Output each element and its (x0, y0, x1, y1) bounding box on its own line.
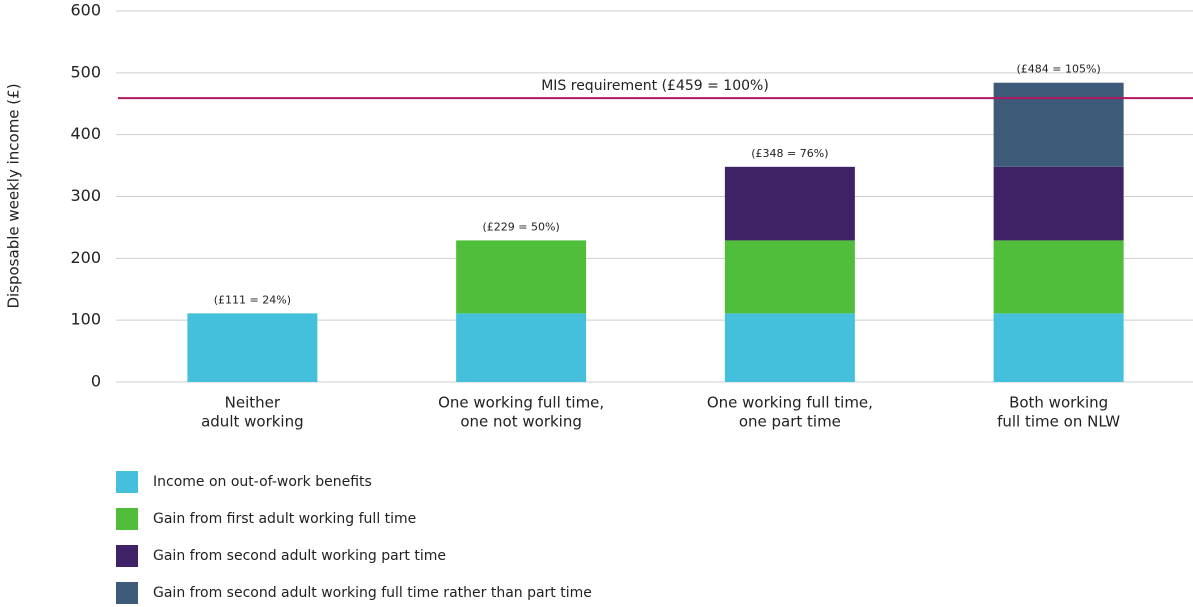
total-label: (£348 = 76%) (751, 147, 828, 160)
bar-segment (993, 166, 1124, 241)
y-tick-label: 300 (70, 186, 101, 205)
bar-segment (993, 313, 1124, 382)
y-axis-label: Disposable weekly income (£) (5, 83, 23, 308)
x-tick-label: full time on NLW (997, 413, 1120, 431)
x-tick-label: one part time (739, 413, 841, 431)
bar-segment (724, 313, 855, 382)
legend-label: Gain from second adult working full time… (153, 585, 592, 601)
y-tick-label: 200 (70, 248, 101, 267)
bar-segment (456, 313, 587, 382)
legend-label: Gain from first adult working full time (153, 511, 416, 527)
bar-segment (724, 240, 855, 314)
total-label: (£111 = 24%) (214, 293, 291, 306)
bar-segment (187, 313, 318, 382)
legend-swatch (116, 508, 138, 530)
total-label: (£484 = 105%) (1017, 63, 1101, 76)
y-tick-label: 100 (70, 310, 101, 329)
y-tick-label: 600 (70, 1, 101, 20)
bar-segment (456, 240, 587, 314)
y-tick-label: 400 (70, 124, 101, 143)
total-label: (£229 = 50%) (483, 220, 560, 233)
legend-label: Gain from second adult working part time (153, 548, 446, 564)
x-tick-label: One working full time, (438, 394, 604, 412)
bar-segment (724, 166, 855, 241)
legend-swatch (116, 582, 138, 604)
y-tick-label: 0 (91, 372, 101, 391)
bar-segment (993, 82, 1124, 167)
legend-swatch (116, 545, 138, 567)
x-tick-label: Neither (225, 394, 281, 412)
x-tick-label: Both working (1009, 394, 1108, 412)
legend-label: Income on out-of-work benefits (153, 474, 372, 490)
y-tick-label: 500 (70, 62, 101, 81)
legend-swatch (116, 471, 138, 493)
x-tick-label: One working full time, (707, 394, 873, 412)
reference-label: MIS requirement (£459 = 100%) (541, 78, 769, 94)
bar-segment (993, 240, 1124, 314)
x-tick-label: adult working (201, 413, 304, 431)
x-tick-label: one not working (460, 413, 582, 431)
